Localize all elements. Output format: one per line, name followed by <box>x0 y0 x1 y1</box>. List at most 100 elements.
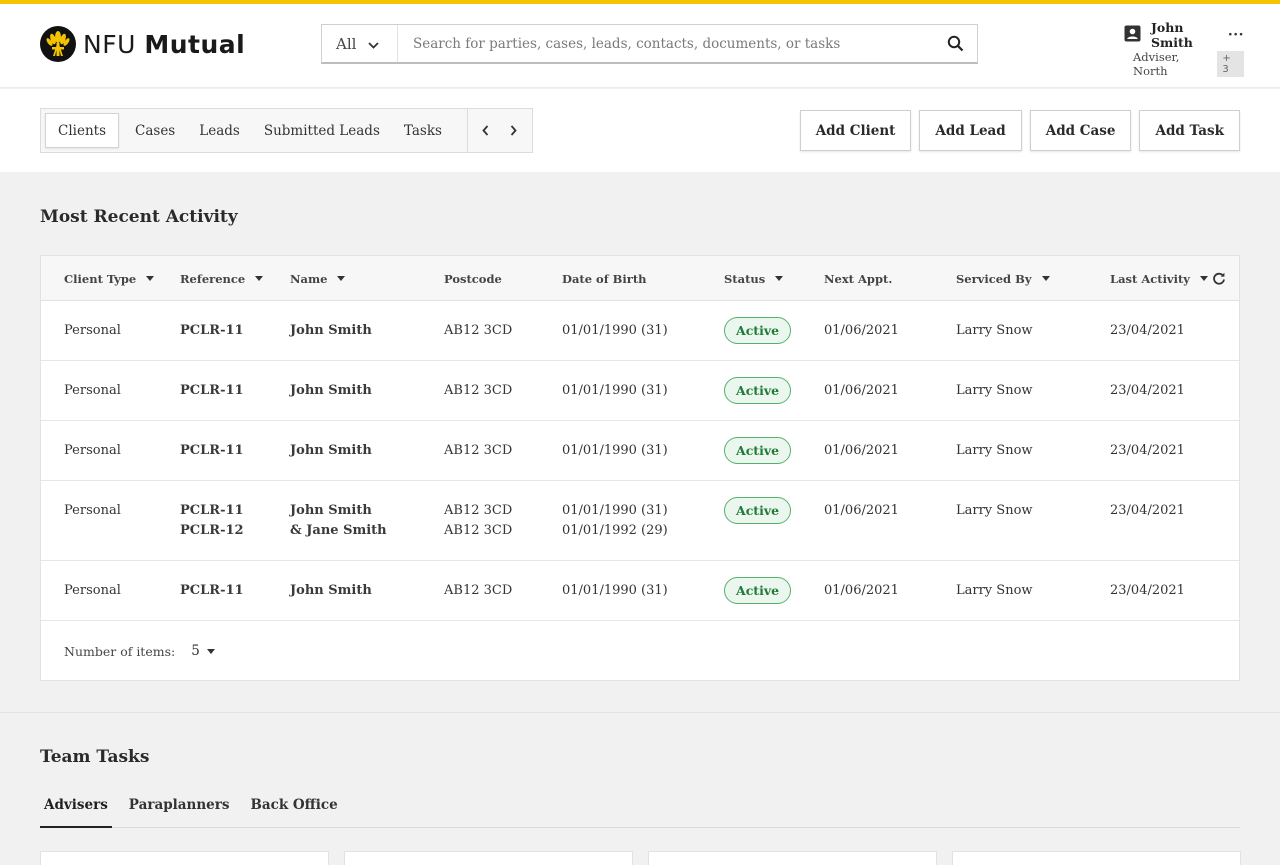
table-row[interactable]: Personal PCLR-11 John Smith AB12 3CD 01/01/1… <box>41 361 1239 421</box>
table-body: Personal PCLR-11 John Smith AB12 3CD 01/01/1… <box>41 301 1239 621</box>
user-avatar-icon[interactable] <box>1124 25 1141 46</box>
reference-cell[interactable]: PCLR-11 <box>180 583 244 598</box>
next-appt-cell: 01/06/2021 <box>824 323 899 338</box>
brand-name: NFU Mutual <box>83 29 246 59</box>
next-appt-cell: 01/06/2021 <box>824 583 899 598</box>
client-type-cell: Personal <box>64 443 121 458</box>
task-card[interactable] <box>40 851 329 865</box>
items-per-page-select[interactable]: 5 <box>191 643 215 659</box>
date-of-birth-cell: 01/01/1990 (31) <box>562 383 668 398</box>
date-of-birth-cell: 01/01/1990 (31) <box>562 583 668 598</box>
column-serviced-by[interactable]: Serviced By <box>956 256 1050 301</box>
table-footer: Number of items: 5 <box>41 621 1239 681</box>
postcode-cell: AB12 3CD <box>444 583 513 598</box>
main-nav-tabs: Clients Cases Leads Submitted Leads Task… <box>40 108 533 153</box>
client-type-cell: Personal <box>64 323 121 338</box>
status-badge: Active <box>724 497 792 524</box>
reference-cell[interactable]: PCLR-11 <box>180 383 244 398</box>
reference-cell[interactable]: PCLR-11 <box>180 443 244 458</box>
client-name-cell[interactable]: John Smith <box>290 323 372 338</box>
nfu-mutual-logo[interactable]: NFU Mutual <box>40 26 245 62</box>
tab-back-office[interactable]: Back Office <box>250 797 338 813</box>
next-appt-cell: 01/06/2021 <box>824 383 899 398</box>
add-client-button[interactable]: Add Client <box>799 110 912 151</box>
search-icon[interactable] <box>933 35 977 52</box>
table-row[interactable]: Personal PCLR-11 PCLR-12 John Smith & Jane S… <box>41 481 1239 561</box>
table-row[interactable]: Personal PCLR-11 John Smith AB12 3CD 01/01/1… <box>41 421 1239 481</box>
postcode-cell: AB12 3CD <box>444 383 513 398</box>
tab-leads[interactable]: Leads <box>199 122 240 139</box>
tab-submitted-leads[interactable]: Submitted Leads <box>263 122 380 139</box>
column-reference[interactable]: Reference <box>180 256 264 301</box>
add-lead-button[interactable]: Add Lead <box>919 110 1022 151</box>
add-task-button[interactable]: Add Task <box>1139 110 1240 151</box>
team-tasks-title: Team Tasks <box>40 747 150 767</box>
table-row[interactable]: Personal PCLR-11 John Smith AB12 3CD 01/01/1… <box>41 301 1239 361</box>
tab-tasks[interactable]: Tasks <box>403 122 442 139</box>
tab-paraplanners[interactable]: Paraplanners <box>128 797 230 813</box>
column-postcode: Postcode <box>444 271 502 286</box>
section-divider <box>0 712 1280 713</box>
app-header: NFU Mutual All John Smith ··· Adviser, N… <box>0 4 1280 88</box>
serviced-by-cell: Larry Snow <box>956 383 1033 398</box>
sort-caret-icon <box>1199 276 1208 281</box>
chevron-right-icon[interactable] <box>500 113 528 148</box>
status-badge: Active <box>724 377 792 404</box>
add-case-button[interactable]: Add Case <box>1029 110 1132 151</box>
serviced-by-cell: Larry Snow <box>956 443 1033 458</box>
task-card[interactable] <box>952 851 1241 865</box>
task-card[interactable] <box>648 851 937 865</box>
tab-advisers[interactable]: Advisers <box>40 790 112 828</box>
client-type-cell: Personal <box>64 583 121 598</box>
more-options-icon[interactable]: ··· <box>1227 27 1244 43</box>
client-name-cell[interactable]: John Smith <box>290 503 372 518</box>
status-badge: Active <box>724 317 792 344</box>
tab-cases[interactable]: Cases <box>135 122 176 139</box>
refresh-icon[interactable] <box>1212 271 1226 290</box>
team-tasks-tabs: Advisers Paraplanners Back Office <box>40 790 1240 828</box>
serviced-by-cell: Larry Snow <box>956 323 1033 338</box>
client-name-cell[interactable]: John Smith <box>290 583 372 598</box>
user-roles-count-badge[interactable]: + 3 <box>1217 51 1244 77</box>
chevron-left-icon[interactable] <box>472 113 500 148</box>
last-activity-cell: 23/04/2021 <box>1110 323 1185 338</box>
column-last-activity[interactable]: Last Activity <box>1110 256 1208 301</box>
client-name-cell[interactable]: & Jane Smith <box>290 523 387 538</box>
table-row[interactable]: Personal PCLR-11 John Smith AB12 3CD 01/01/1… <box>41 561 1239 621</box>
tab-clients[interactable]: Clients <box>45 113 120 148</box>
recent-activity-table: Client Type Reference Name Postcode Date… <box>40 255 1240 681</box>
search-scope-select[interactable]: All <box>322 25 398 62</box>
table-header: Client Type Reference Name Postcode Date… <box>41 256 1239 301</box>
tab-divider <box>466 109 468 152</box>
caret-down-icon <box>206 648 215 654</box>
brand-accent-bar <box>0 0 1280 4</box>
client-name-cell[interactable]: John Smith <box>290 443 372 458</box>
date-of-birth-cell: 01/01/1990 (31) <box>562 443 668 458</box>
reference-cell[interactable]: PCLR-11 <box>180 503 244 518</box>
serviced-by-cell: Larry Snow <box>956 583 1033 598</box>
task-card[interactable] <box>344 851 633 865</box>
items-per-page-label: Number of items: <box>64 643 176 659</box>
postcode-cell: AB12 3CD <box>444 323 513 338</box>
most-recent-activity-title: Most Recent Activity <box>40 207 238 227</box>
column-status[interactable]: Status <box>724 256 784 301</box>
sort-caret-icon <box>337 276 346 281</box>
chevron-down-icon <box>368 35 380 53</box>
serviced-by-cell: Larry Snow <box>956 503 1033 518</box>
search-input[interactable] <box>398 25 933 62</box>
reference-cell[interactable]: PCLR-11 <box>180 323 244 338</box>
sort-caret-icon <box>775 276 784 281</box>
user-role: Adviser, North <box>1133 50 1180 78</box>
client-type-cell: Personal <box>64 503 121 518</box>
wheatsheaf-logo-icon <box>40 26 76 62</box>
column-name[interactable]: Name <box>290 256 346 301</box>
client-type-cell: Personal <box>64 383 121 398</box>
sort-caret-icon <box>255 276 264 281</box>
reference-cell[interactable]: PCLR-12 <box>180 523 244 538</box>
user-menu: John Smith ··· Adviser, North + 3 <box>1124 20 1244 78</box>
client-name-cell[interactable]: John Smith <box>290 383 372 398</box>
date-of-birth-cell: 01/01/1990 (31) <box>562 323 668 338</box>
column-client-type[interactable]: Client Type <box>64 256 155 301</box>
user-name[interactable]: John Smith <box>1151 20 1193 50</box>
global-search: All <box>321 24 978 64</box>
